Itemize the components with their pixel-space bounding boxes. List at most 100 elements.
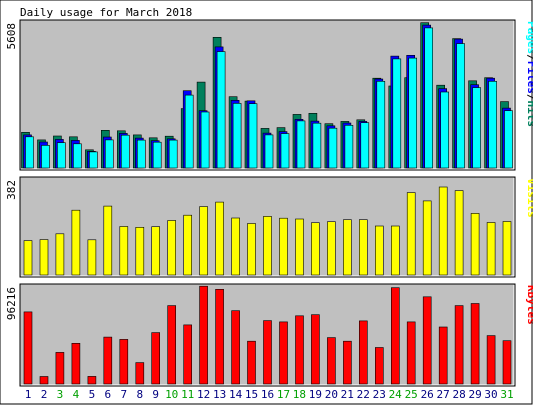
bar-pages-day-7: [121, 134, 130, 169]
bar-pages-day-21: [344, 125, 354, 169]
bar-visits-day-3: [55, 233, 65, 276]
bar-pages-day-9: [152, 141, 162, 169]
day-label-11: 11: [181, 388, 194, 401]
day-label-4: 4: [73, 388, 80, 401]
bar-pages-day-24: [392, 58, 402, 169]
bar-kbytes-day-9: [151, 332, 160, 385]
bar-visits-day-13: [215, 201, 224, 276]
bar-kbytes-day-24: [390, 287, 400, 385]
bar-visits-day-2: [39, 239, 49, 276]
day-label-18: 18: [293, 388, 306, 401]
bar-kbytes-day-20: [327, 337, 336, 385]
day-label-29: 29: [468, 388, 481, 401]
hits-max-label: 5608: [5, 23, 18, 50]
bar-kbytes-day-16: [263, 320, 272, 385]
hits-legend-part-3: /: [525, 94, 533, 101]
bar-pages-day-3: [57, 142, 66, 169]
day-label-7: 7: [120, 388, 127, 401]
bar-pages-day-8: [137, 139, 146, 169]
bar-pages-day-31: [504, 110, 513, 169]
bar-pages-day-28: [456, 43, 465, 169]
bar-visits-day-4: [71, 209, 81, 276]
bar-kbytes-day-10: [167, 305, 176, 385]
day-label-9: 9: [152, 388, 159, 401]
bar-kbytes-day-15: [247, 340, 256, 385]
visits-legend-part-0: Visits: [525, 178, 533, 218]
bar-visits-day-15: [247, 223, 256, 276]
bar-kbytes-day-30: [486, 335, 496, 385]
hits-legend-part-4: Hits: [525, 101, 533, 128]
bar-kbytes-day-17: [279, 321, 288, 385]
bar-pages-day-30: [488, 81, 497, 169]
hits-legend-part-0: Pages: [525, 21, 533, 54]
day-label-23: 23: [373, 388, 386, 401]
kbytes-panel: 96216 KBytes: [5, 283, 533, 387]
bar-kbytes-day-25: [406, 321, 416, 385]
day-label-17: 17: [277, 388, 290, 401]
bar-pages-day-13: [216, 51, 226, 169]
bar-visits-day-30: [486, 222, 496, 276]
kbytes-max-label: 96216: [5, 287, 18, 320]
bar-kbytes-day-13: [215, 288, 224, 385]
bar-pages-day-6: [105, 139, 114, 169]
bar-visits-day-20: [327, 221, 336, 276]
hits-legend-part-1: /: [525, 54, 533, 61]
bar-kbytes-day-8: [135, 362, 145, 385]
hits-legend-part-2: Files: [525, 61, 533, 94]
day-label-3: 3: [57, 388, 64, 401]
day-label-15: 15: [245, 388, 258, 401]
bar-visits-day-16: [263, 216, 272, 276]
bar-visits-day-7: [119, 226, 129, 276]
bar-kbytes-day-27: [438, 326, 448, 385]
bar-kbytes-day-1: [23, 311, 33, 385]
day-label-26: 26: [421, 388, 434, 401]
bar-visits-day-27: [438, 186, 448, 276]
bar-visits-day-22: [358, 219, 368, 276]
bar-pages-day-23: [376, 81, 386, 169]
day-label-6: 6: [104, 388, 111, 401]
bar-visits-day-31: [502, 221, 512, 276]
day-label-19: 19: [309, 388, 322, 401]
visits-max-label: 382: [5, 180, 18, 200]
day-label-5: 5: [89, 388, 96, 401]
day-label-12: 12: [197, 388, 210, 401]
bar-kbytes-day-7: [119, 339, 129, 385]
bar-pages-day-2: [41, 145, 50, 169]
bar-pages-day-17: [280, 133, 290, 169]
bar-pages-day-26: [424, 27, 434, 169]
bar-pages-day-5: [89, 151, 98, 169]
bar-pages-day-29: [472, 87, 481, 169]
bar-kbytes-day-18: [295, 315, 304, 385]
bar-visits-day-19: [311, 222, 320, 276]
kbytes-legend: KBytes: [525, 285, 533, 325]
bar-visits-day-26: [422, 200, 432, 276]
bar-pages-day-12: [200, 111, 210, 169]
bar-pages-day-18: [296, 120, 306, 169]
day-label-25: 25: [405, 388, 418, 401]
bar-pages-day-15: [248, 103, 258, 169]
bar-kbytes-day-6: [103, 336, 113, 385]
bar-kbytes-day-12: [199, 285, 208, 385]
bar-kbytes-day-22: [358, 320, 368, 385]
day-label-14: 14: [229, 388, 243, 401]
bar-pages-day-16: [264, 134, 274, 169]
day-label-27: 27: [436, 388, 449, 401]
day-label-20: 20: [325, 388, 338, 401]
day-label-10: 10: [165, 388, 178, 401]
kbytes-legend-part-0: KBytes: [525, 285, 533, 325]
bar-kbytes-day-21: [343, 340, 352, 385]
day-label-16: 16: [261, 388, 274, 401]
bar-pages-day-25: [408, 57, 418, 169]
bar-kbytes-day-5: [87, 376, 97, 385]
day-label-22: 22: [357, 388, 370, 401]
day-label-13: 13: [213, 388, 226, 401]
day-label-2: 2: [41, 388, 48, 401]
bar-visits-day-1: [23, 240, 33, 276]
bar-kbytes-day-29: [470, 303, 480, 385]
bar-kbytes-day-3: [55, 352, 65, 385]
bar-kbytes-day-26: [422, 296, 432, 385]
day-label-24: 24: [389, 388, 403, 401]
bar-kbytes-day-14: [231, 310, 240, 385]
bar-pages-day-1: [25, 136, 34, 169]
